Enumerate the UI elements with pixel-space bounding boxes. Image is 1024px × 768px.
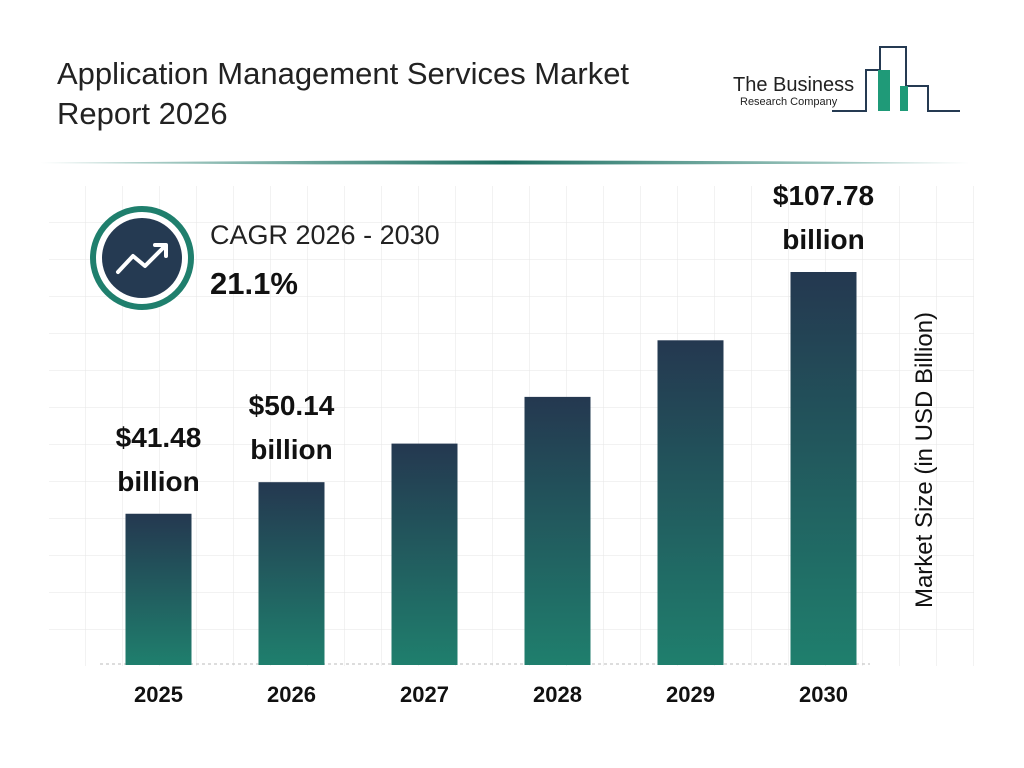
value-label: $107.78 billion: [772, 180, 875, 255]
x-tick-label: 2029: [666, 682, 715, 707]
bar: [524, 396, 591, 665]
bar: [657, 340, 724, 665]
value-label: $50.14 billion: [248, 390, 335, 466]
logo-subtext: Research Company: [740, 96, 838, 108]
cagr-value: 21.1%: [210, 266, 298, 301]
x-tick-label: 2025: [134, 682, 183, 707]
bar: [258, 482, 325, 665]
x-tick-label: 2026: [267, 682, 316, 707]
title-rule: [40, 160, 970, 165]
x-tick-label: 2028: [533, 682, 582, 707]
bar: [391, 443, 458, 665]
y-axis-label: Market Size (in USD Billion): [911, 311, 938, 609]
cagr-label: CAGR 2026 - 2030: [210, 220, 440, 250]
value-label: $41.48 billion: [115, 421, 202, 497]
chart-title: Application Management Services Market R…: [57, 56, 630, 131]
logo-text: The Business: [733, 74, 855, 96]
bar: [125, 513, 192, 665]
logo-mark: [832, 46, 960, 112]
cagr-icon: [90, 206, 194, 310]
x-tick-label: 2027: [400, 682, 449, 707]
bar: [790, 272, 857, 665]
x-tick-label: 2030: [799, 682, 848, 707]
